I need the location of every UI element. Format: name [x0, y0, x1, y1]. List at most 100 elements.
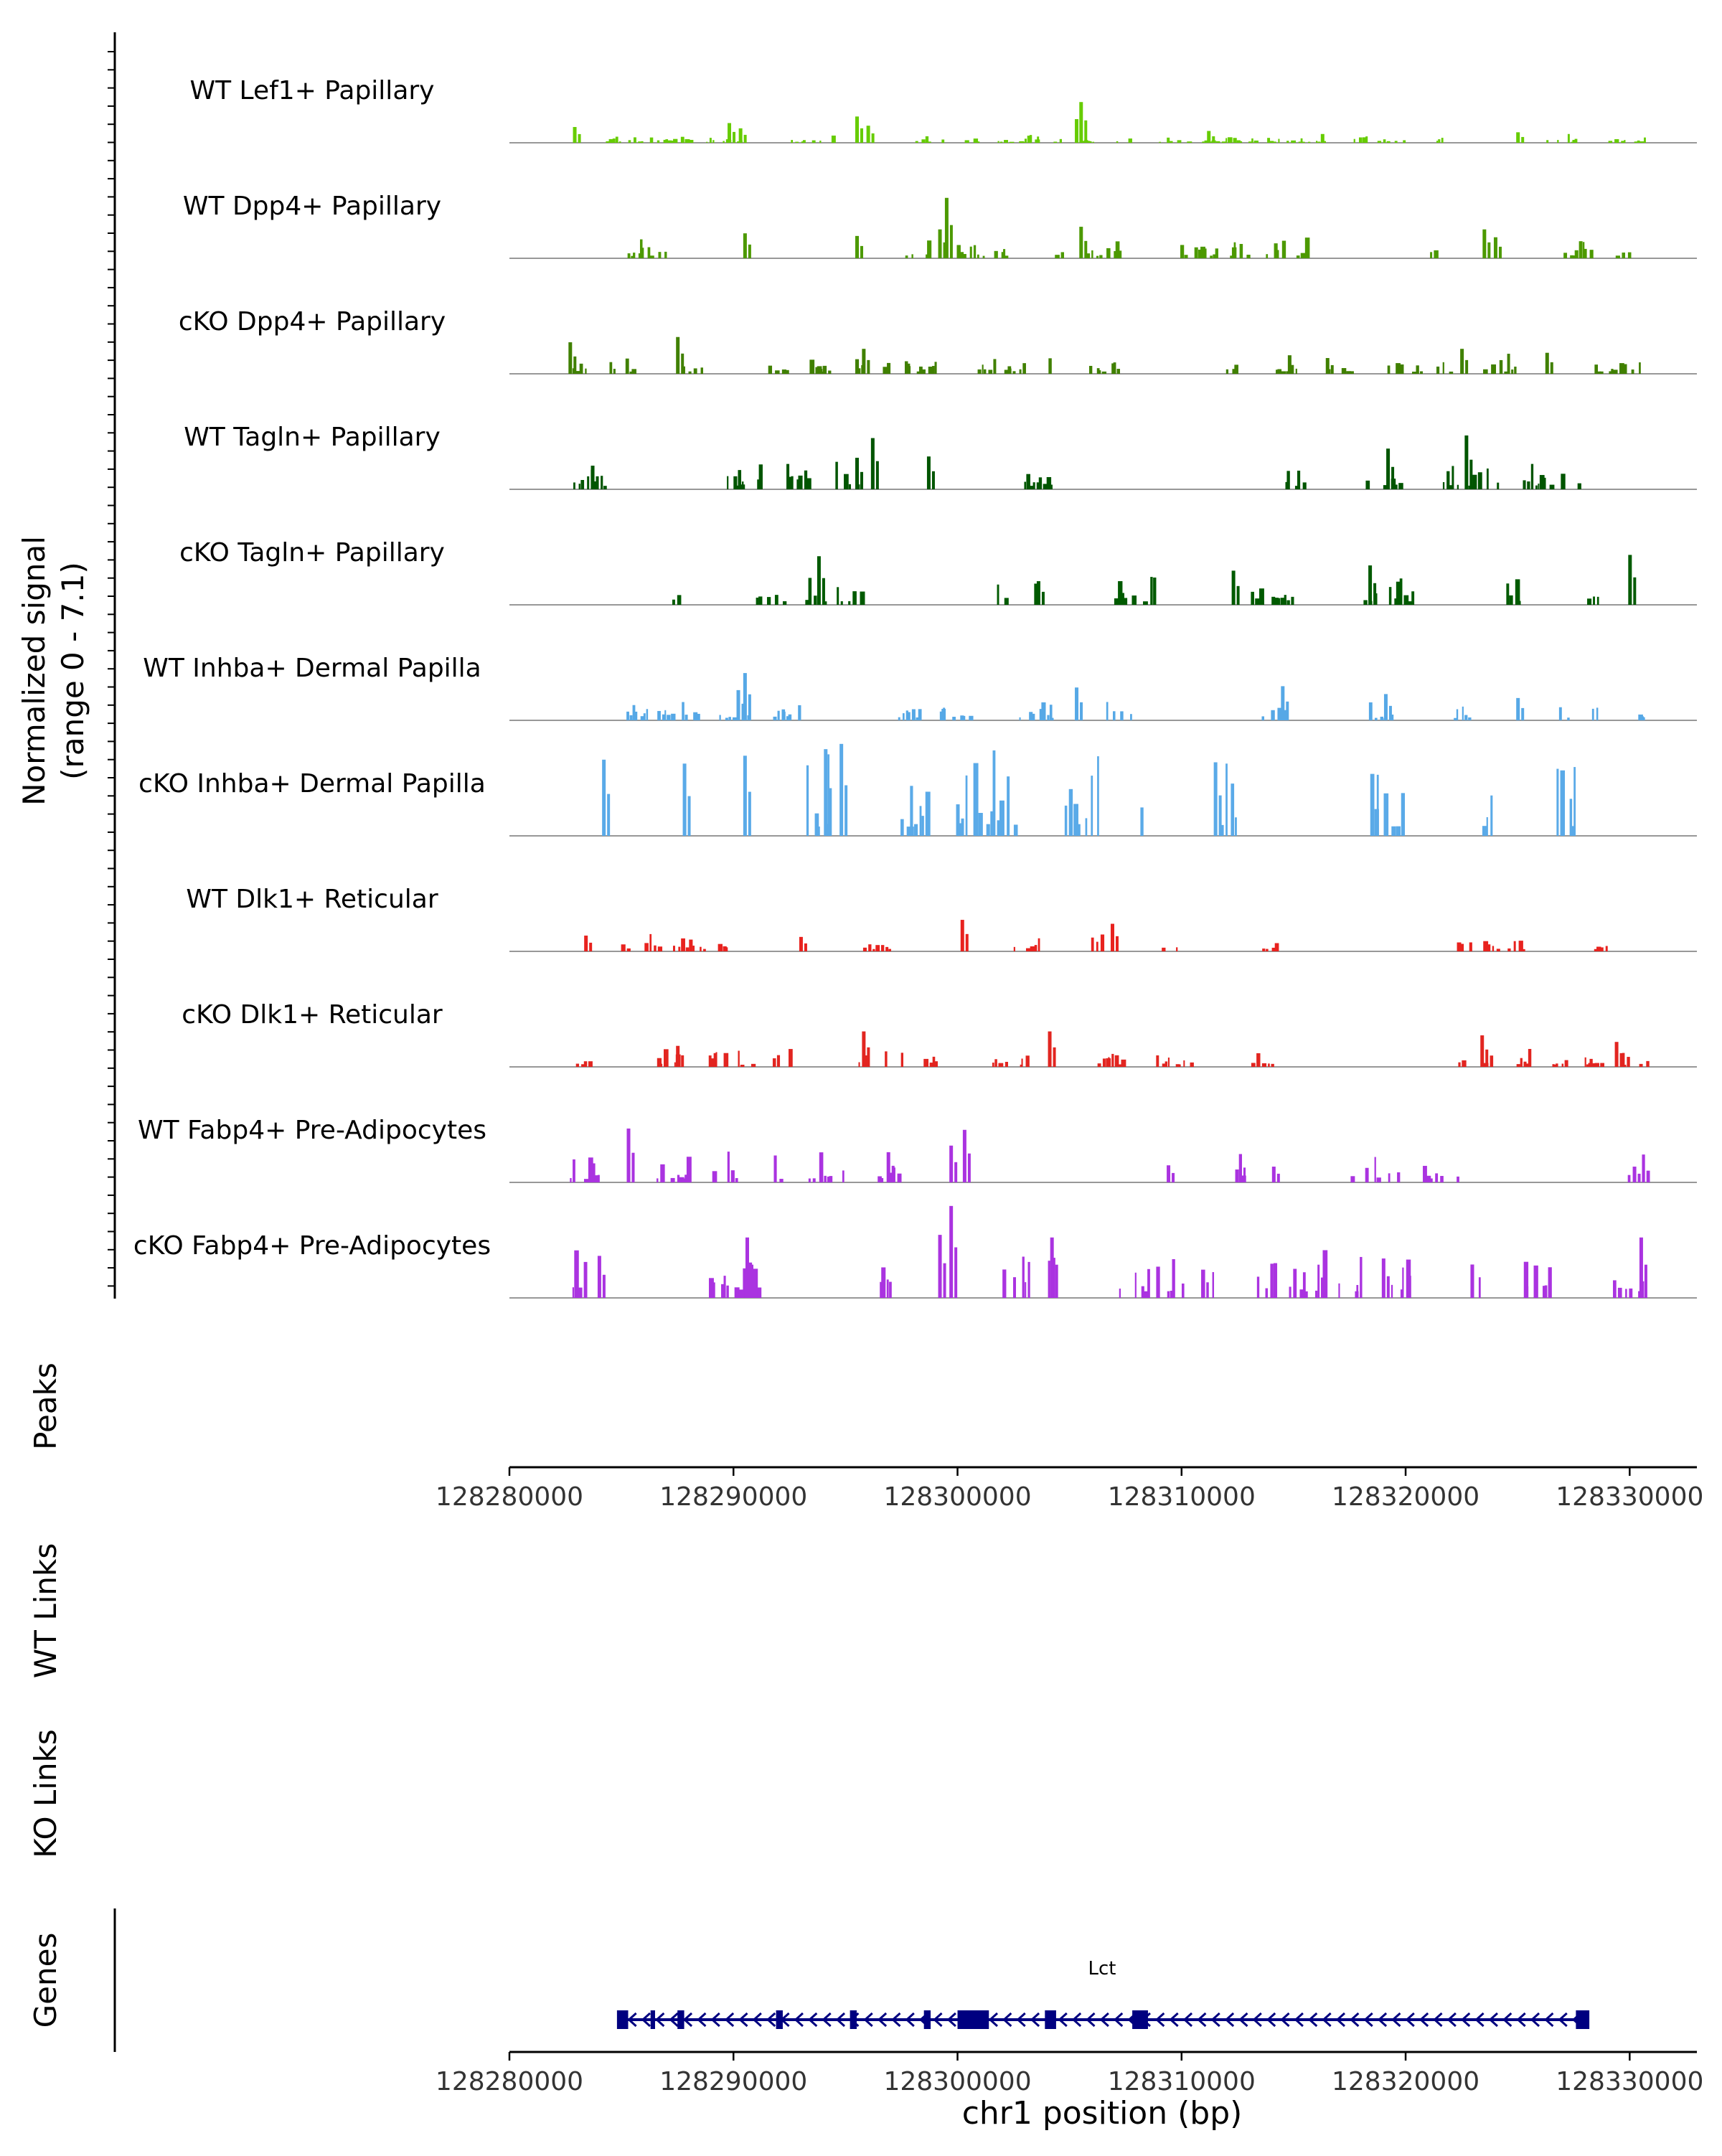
coverage-bar	[1007, 366, 1012, 374]
coverage-peak	[687, 796, 691, 836]
coverage-peak	[1391, 466, 1395, 489]
coverage-bar	[821, 371, 824, 374]
coverage-bar	[1167, 137, 1170, 143]
coverage-bar	[1076, 824, 1081, 836]
coverage-bar	[730, 1170, 735, 1182]
coverage-bar	[1234, 364, 1238, 374]
coverage-bar	[1365, 1167, 1369, 1182]
coverage-bar	[1179, 1064, 1181, 1067]
coverage-bar	[627, 253, 631, 258]
coverage-bar	[1446, 471, 1450, 489]
coverage-bar	[1102, 1058, 1106, 1067]
coverage-peak	[1545, 352, 1549, 374]
gene-exon	[616, 2010, 629, 2029]
coverage-bar	[1483, 941, 1489, 951]
coverage-bar	[1204, 248, 1207, 258]
coverage-bar	[1596, 596, 1599, 605]
gene-exon	[1132, 2010, 1148, 2029]
strand-arrow	[905, 2012, 915, 2028]
coverage-peak	[1388, 705, 1392, 720]
coverage-peak	[1084, 240, 1088, 258]
coverage-peak	[829, 788, 832, 836]
coverage-bar	[581, 1064, 586, 1067]
coverage-peak	[1048, 1031, 1052, 1067]
coverage-bar	[1302, 141, 1305, 143]
coverage-peak	[1207, 131, 1211, 143]
coverage-bar	[628, 140, 631, 143]
strand-arrow	[1377, 2012, 1388, 2028]
coverage-bar	[594, 481, 597, 489]
coverage-bar	[1600, 1063, 1605, 1067]
coverage-bar	[1499, 359, 1503, 374]
strand-arrow	[1182, 2012, 1193, 2028]
coverage-bar	[1612, 1280, 1617, 1298]
coverage-bar	[897, 1173, 902, 1182]
strand-arrow	[1252, 2012, 1262, 2028]
strand-arrow	[1502, 2012, 1512, 2028]
coverage-bar	[1238, 1154, 1242, 1182]
coverage-bar	[1483, 369, 1488, 374]
coverage-bar	[1383, 139, 1386, 143]
coverage-bar	[1360, 1256, 1363, 1298]
coverage-bar	[1120, 593, 1125, 605]
coverage-bar	[1048, 358, 1052, 374]
coverage-bar	[1370, 773, 1375, 836]
coverage-bar	[664, 251, 667, 258]
coverage-bar	[910, 786, 913, 836]
coverage-bar	[1511, 369, 1514, 374]
coverage-bar	[1560, 770, 1566, 836]
coverage-bar	[1341, 368, 1347, 374]
coverage-bar	[783, 711, 786, 720]
coverage-bar	[1262, 948, 1266, 951]
coverage-peak	[817, 556, 821, 605]
coverage-bar	[1004, 369, 1010, 374]
coverage-bar	[594, 1175, 600, 1182]
coverage-bar	[1172, 1258, 1175, 1298]
coverage-bar	[757, 1287, 762, 1298]
coverage-peak	[1212, 136, 1215, 143]
coverage-bar	[809, 359, 815, 374]
coverage-bar	[1286, 600, 1290, 605]
coverage-bar	[1086, 141, 1091, 143]
coverage-bar	[982, 255, 985, 258]
coverage-bar	[1346, 371, 1351, 374]
coverage-bar	[1124, 598, 1128, 605]
coverage-peak	[926, 456, 931, 489]
coverage-bar	[963, 254, 966, 258]
coverage-bar	[740, 1064, 745, 1067]
coverage-bar	[1317, 1264, 1320, 1298]
coverage-bar	[1267, 138, 1271, 143]
strand-arrow	[1210, 2012, 1220, 2028]
coverage-bar	[878, 1176, 882, 1182]
coverage-bar	[791, 140, 794, 143]
coverage-peak	[676, 336, 680, 374]
coverage-bar	[1021, 141, 1025, 143]
coverage-bar	[1114, 598, 1119, 605]
coverage-bar	[831, 135, 836, 143]
strand-arrow	[697, 2012, 707, 2028]
coverage-bar	[1055, 255, 1060, 258]
coverage-bar	[919, 806, 922, 836]
coverage-bar	[805, 600, 809, 605]
coverage-peak	[1619, 1053, 1623, 1067]
coverage-bar	[806, 478, 811, 489]
coverage-peak	[871, 133, 875, 143]
coverage-bar	[572, 1287, 574, 1298]
coverage-peak	[589, 942, 593, 951]
coverage-bar	[725, 947, 728, 951]
coverage-bar	[1235, 817, 1237, 836]
coverage-bar	[1034, 945, 1038, 951]
coverage-bar	[1601, 947, 1604, 951]
coverage-bar	[1024, 481, 1027, 489]
coverage-bar	[1596, 707, 1599, 720]
coverage-bar	[905, 710, 908, 720]
coverage-bar	[1429, 1178, 1433, 1182]
coverage-bar	[766, 597, 771, 605]
coverage-bar	[1085, 818, 1088, 836]
coverage-bar	[1251, 591, 1254, 605]
coverage-bar	[916, 371, 921, 374]
coverage-peak	[1167, 1165, 1171, 1182]
coverage-peak	[681, 1055, 684, 1067]
coverage-peak	[967, 1153, 971, 1182]
coverage-bar	[1115, 241, 1120, 258]
